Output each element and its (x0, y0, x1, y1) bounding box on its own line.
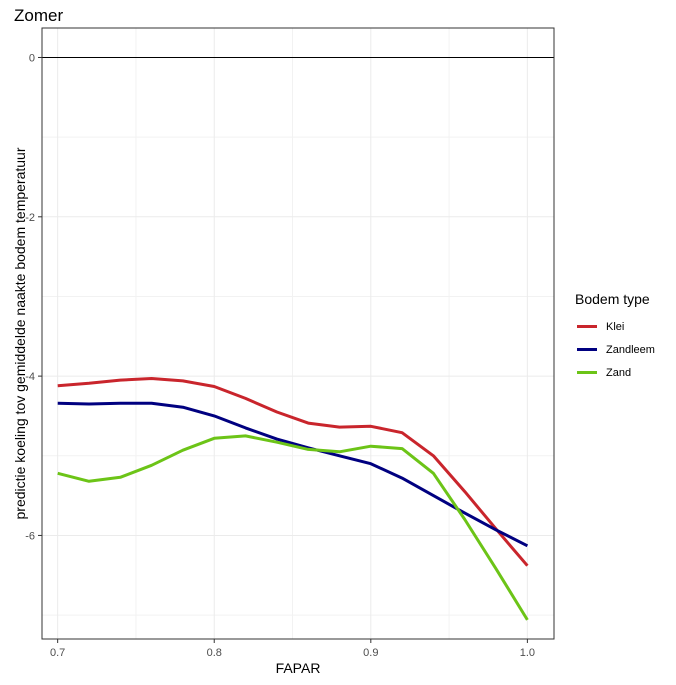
legend-label-zandleem: Zandleem (606, 343, 655, 356)
x-tick-label: 0.7 (50, 647, 65, 659)
series-line-zandleem (57, 401, 529, 548)
y-axis-ticks: 0 -2 -4 -6 (25, 52, 42, 542)
legend-key-zand (577, 371, 597, 374)
y-tick-label: -2 (25, 212, 35, 224)
panel-border (41, 27, 555, 640)
legend-item-klei: Klei (575, 315, 655, 338)
legend-item-zandleem: Zandleem (575, 338, 655, 361)
x-tick-label: 1.0 (520, 647, 535, 659)
series-lines (57, 377, 529, 621)
legend: Bodem type Klei Zandleem Zand (575, 291, 655, 384)
series-line-zand (57, 434, 529, 621)
series-line-klei (57, 377, 529, 567)
y-tick-label: -4 (25, 371, 35, 383)
legend-title: Bodem type (575, 291, 650, 307)
chart-title: Zomer (14, 6, 64, 25)
minor-gridlines (42, 28, 554, 639)
legend-item-zand: Zand (575, 361, 655, 384)
major-gridlines (42, 28, 554, 639)
legend-label-zand: Zand (606, 366, 632, 379)
legend-key-zandleem (577, 348, 597, 351)
x-tick-label: 0.8 (207, 647, 222, 659)
y-tick-label: 0 (29, 52, 35, 64)
y-tick-label: -6 (25, 530, 35, 542)
x-axis-title: FAPAR (276, 660, 321, 676)
x-tick-label: 0.9 (363, 647, 378, 659)
legend-key-klei (577, 325, 597, 328)
y-axis-title: predictie koeling tov gemiddelde naakte … (12, 147, 28, 519)
legend-label-klei: Klei (606, 320, 625, 333)
x-axis-ticks: 0.7 0.8 0.9 1.0 (50, 639, 535, 659)
